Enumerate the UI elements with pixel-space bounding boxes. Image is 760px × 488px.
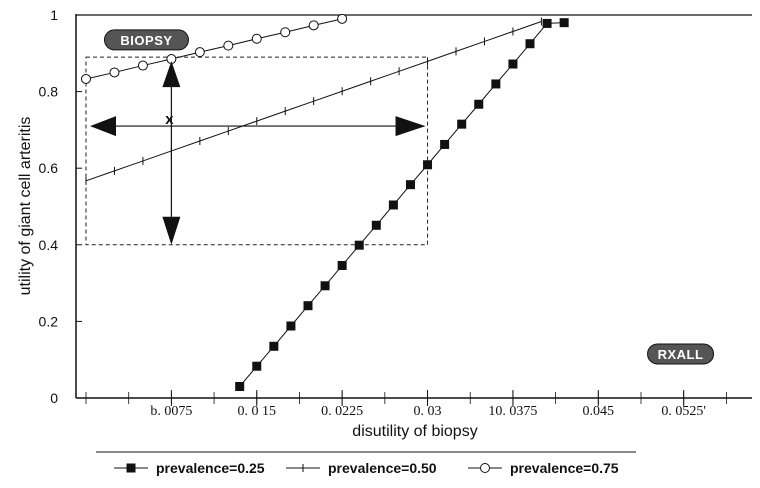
y-axis-title: utility of giant cell arteritis <box>17 117 34 296</box>
rxall-badge: RXALL <box>647 343 715 365</box>
data-point-square <box>508 59 518 69</box>
biopsy-badge: BIOPSY <box>103 29 189 51</box>
x-tick-label: 0.045 <box>583 404 615 419</box>
data-point-square <box>303 301 313 311</box>
legend: prevalence=0.25 prevalence=0.50 prevalence… <box>114 460 619 476</box>
data-point-square <box>252 361 262 371</box>
legend-label: prevalence=0.25 <box>156 460 265 476</box>
arrow-head-left <box>90 116 116 137</box>
data-point-circle <box>251 33 262 44</box>
series-line <box>239 22 565 387</box>
data-point-square <box>286 321 296 331</box>
data-point-circle <box>337 13 348 24</box>
arrow-head-up <box>162 61 181 88</box>
y-tick-label: 1 <box>50 7 58 23</box>
series-1 <box>235 18 569 392</box>
y-tick-label: 0.2 <box>39 313 59 329</box>
x-tick-label: 0. 0525' <box>661 404 706 419</box>
x-marker-label: x <box>165 111 174 128</box>
arrow-head-right <box>395 116 426 137</box>
data-point-square <box>525 39 535 49</box>
data-point-square <box>405 180 415 190</box>
data-point-square <box>126 463 136 473</box>
series-3 <box>81 13 348 84</box>
x-tick-label: b. 0075 <box>150 404 192 419</box>
data-point-square <box>440 139 450 149</box>
data-point-circle <box>480 463 490 473</box>
y-tick-label: 0.4 <box>39 237 59 253</box>
data-point-square <box>354 240 364 250</box>
data-point-circle <box>81 73 91 84</box>
highlight-box <box>85 56 429 246</box>
data-point-square <box>457 119 467 129</box>
data-point-circle <box>137 60 148 71</box>
x-tick-label: 10. 0375 <box>488 404 537 419</box>
legend-label: prevalence=0.75 <box>510 460 619 476</box>
arrow-head-down <box>162 216 181 245</box>
data-point-square <box>371 220 381 230</box>
x-tick-label: 0. 0 15 <box>238 404 277 419</box>
data-point-circle <box>109 67 120 78</box>
data-point-square <box>269 341 279 351</box>
data-point-square <box>320 281 330 291</box>
data-point-square <box>337 260 347 270</box>
data-point-square <box>559 18 569 28</box>
rxall-label: RXALL <box>658 347 704 362</box>
data-point-circle <box>280 27 291 38</box>
data-point-square <box>542 18 552 28</box>
y-tick-label: 0 <box>50 390 58 406</box>
data-point-circle <box>194 47 205 58</box>
x-tick-label: 0. 0225 <box>321 404 363 419</box>
data-point-square <box>474 99 484 109</box>
x-tick-label: 0. 03 <box>414 404 442 419</box>
data-point-square <box>235 382 245 392</box>
biopsy-label: BIOPSY <box>120 33 172 48</box>
data-point-square <box>491 79 501 89</box>
data-point-square <box>388 200 398 210</box>
series-2 <box>85 17 542 185</box>
data-point-circle <box>223 40 234 51</box>
series-line <box>85 18 343 80</box>
annotation-arrows <box>90 61 426 245</box>
legend-label: prevalence=0.50 <box>328 460 437 476</box>
data-point-square <box>423 160 433 170</box>
x-axis-title: disutility of biopsy <box>352 423 477 440</box>
data-point-circle <box>308 20 319 31</box>
y-tick-label: 0.8 <box>39 84 59 100</box>
y-tick-label: 0.6 <box>39 160 59 176</box>
